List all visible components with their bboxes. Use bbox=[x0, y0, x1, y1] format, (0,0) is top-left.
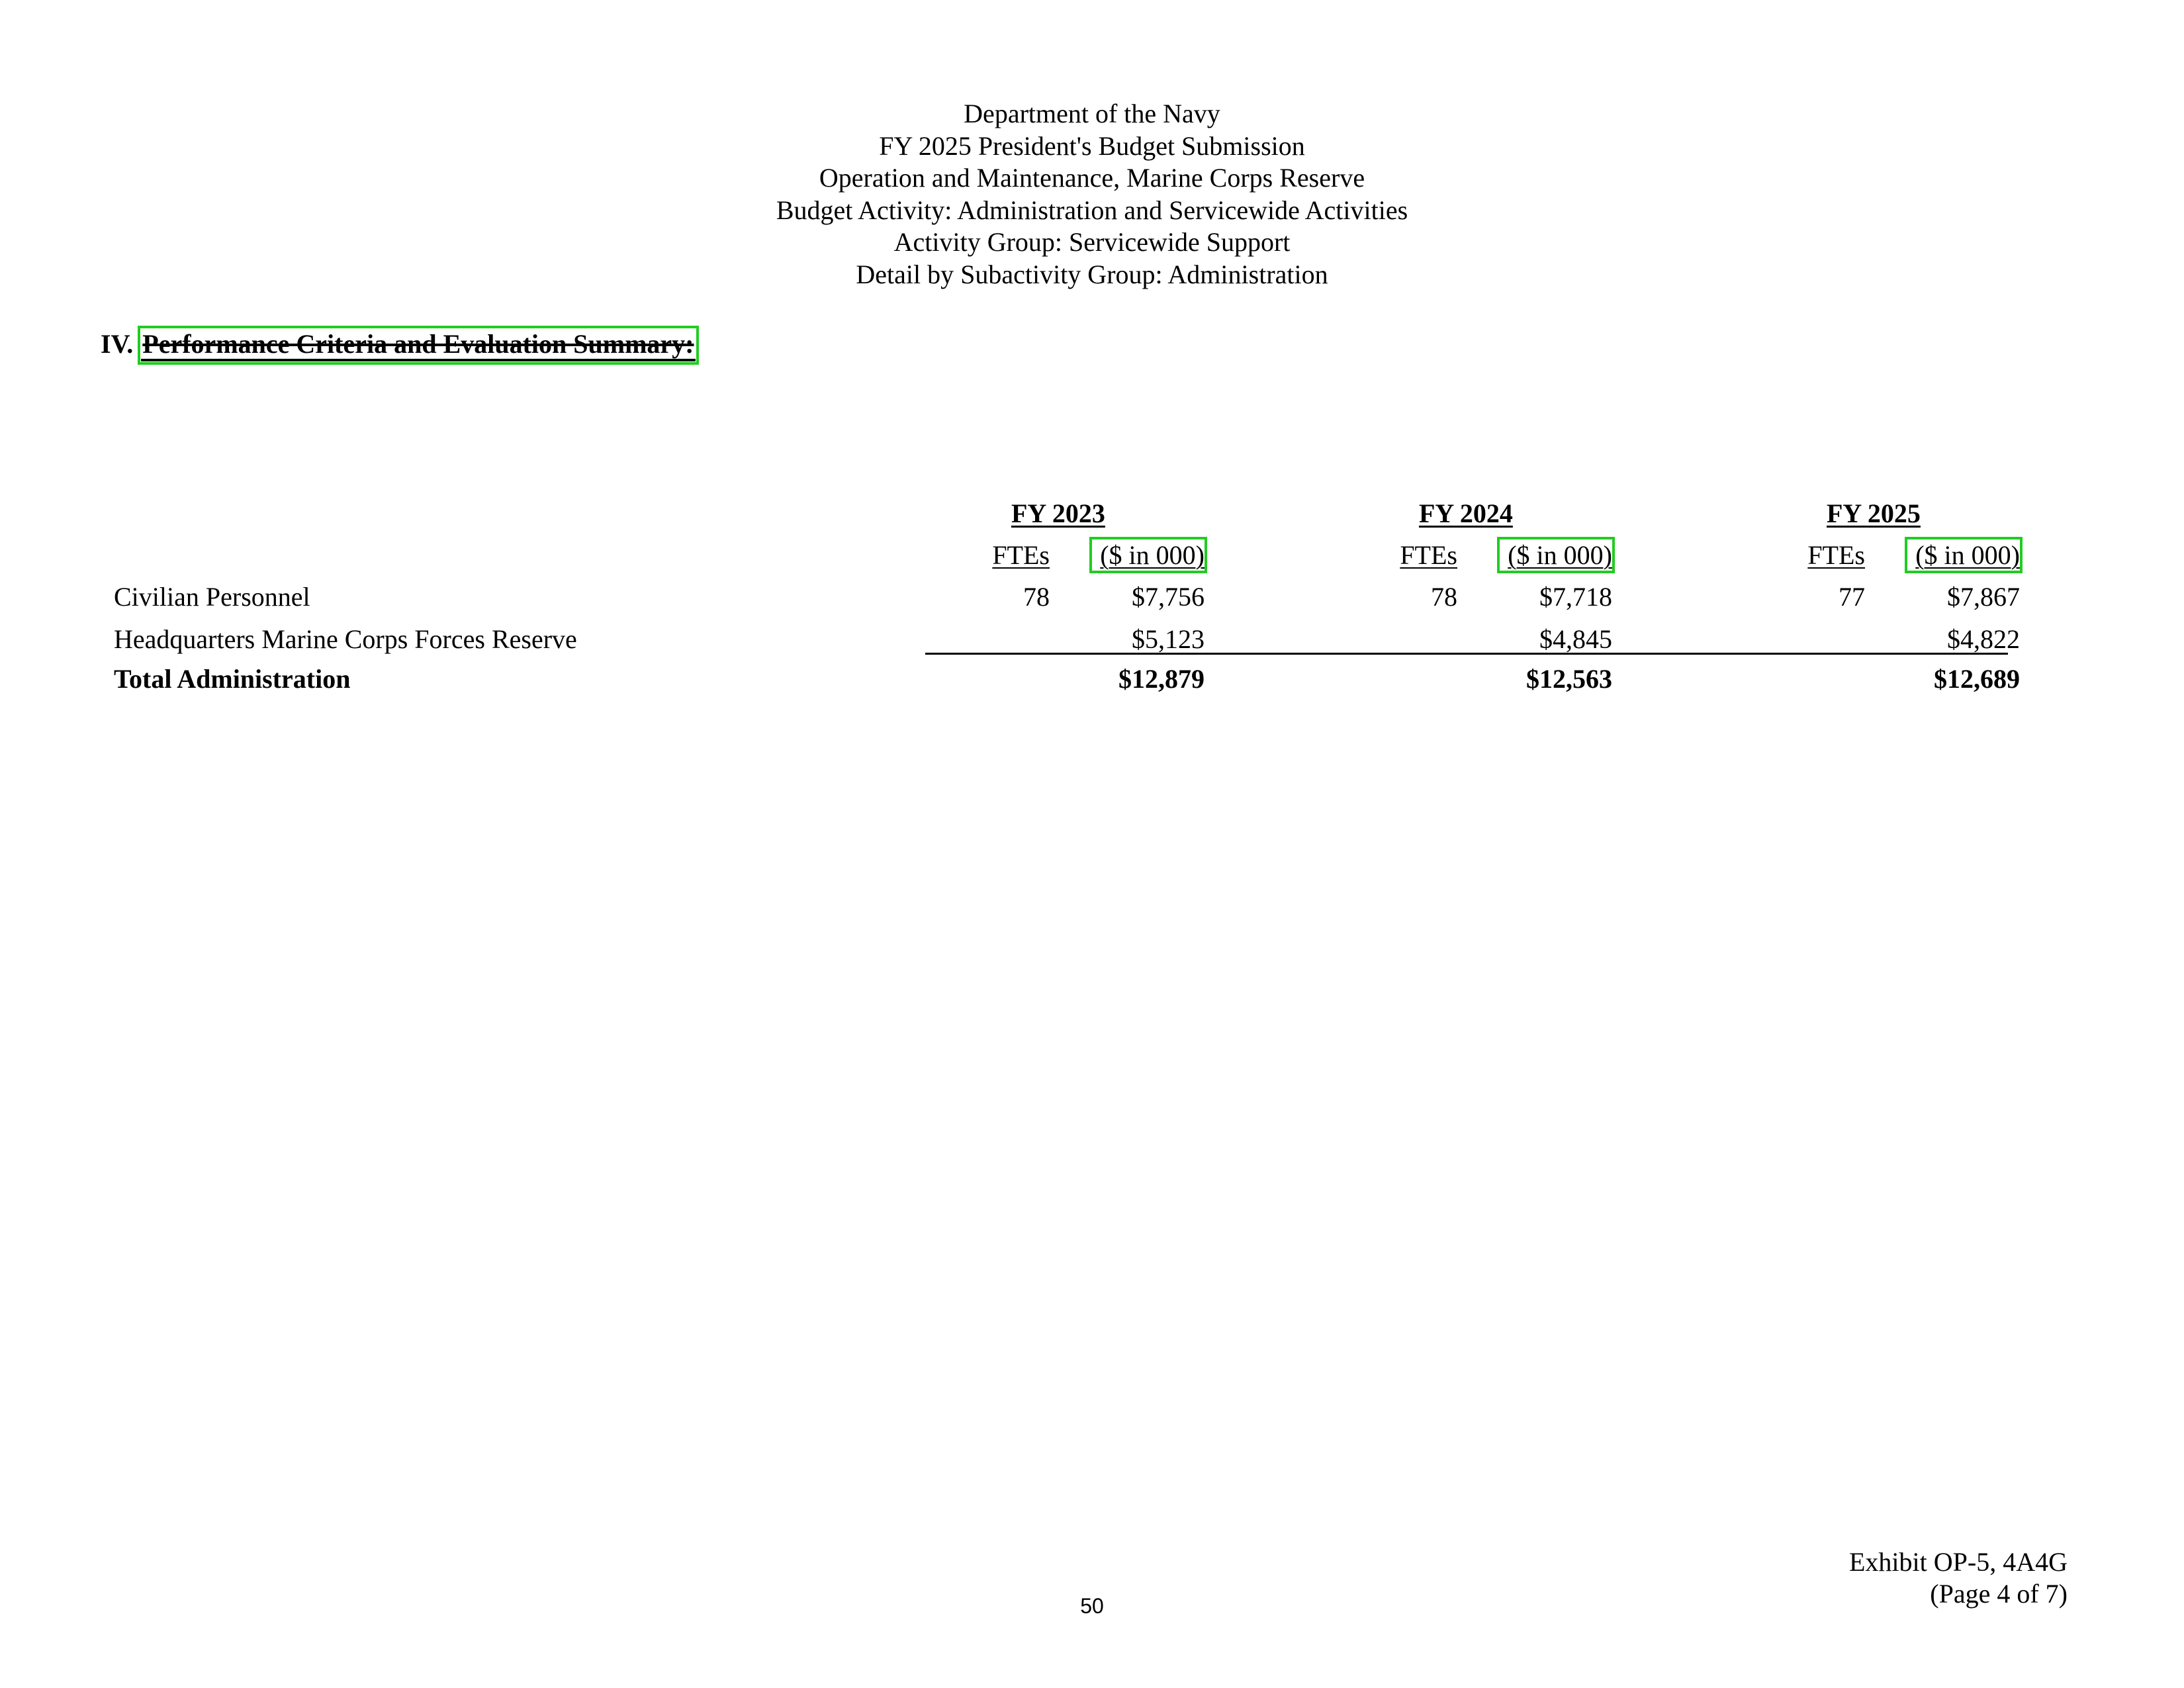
header-line-appropriation: Operation and Maintenance, Marine Corps … bbox=[819, 163, 1365, 193]
cell-total-fy2024: $12,563 bbox=[1526, 664, 1612, 694]
cell-headquarters-dollars-fy2024: $4,845 bbox=[1539, 624, 1612, 654]
section-title-label: Performance Criteria and Evaluation Summ… bbox=[138, 326, 699, 365]
header-line-submission: FY 2025 President's Budget Submission bbox=[879, 130, 1305, 161]
document-header: Department of the Navy FY 2025 President… bbox=[0, 98, 2184, 291]
subheader-dollars-fy2023: ($ in 000) bbox=[1089, 537, 1207, 573]
row-label-headquarters: Headquarters Marine Corps Forces Reserve bbox=[114, 624, 577, 654]
header-line-budget-activity: Budget Activity: Administration and Serv… bbox=[776, 195, 1408, 225]
row-label-civilian-personnel: Civilian Personnel bbox=[114, 582, 310, 612]
page-number: 50 bbox=[1080, 1594, 1104, 1618]
cell-total-fy2025: $12,689 bbox=[1934, 664, 2020, 694]
subheader-ftes-fy2025: FTEs bbox=[1807, 540, 1865, 570]
cell-headquarters-dollars-fy2025: $4,822 bbox=[1947, 624, 2020, 654]
subheader-ftes-fy2024: FTEs bbox=[1400, 540, 1457, 570]
section-number: IV. bbox=[101, 329, 134, 359]
cell-total-fy2023: $12,879 bbox=[1118, 664, 1205, 694]
year-header-fy2023: FY 2023 bbox=[1011, 498, 1105, 528]
subheader-dollars-fy2024: ($ in 000) bbox=[1497, 537, 1615, 573]
subheader-dollars-fy2025: ($ in 000) bbox=[1905, 537, 2023, 573]
total-divider bbox=[925, 653, 2008, 655]
exhibit-label: Exhibit OP-5, 4A4G (Page 4 of 7) bbox=[1849, 1546, 2068, 1610]
cell-civilian-ftes-fy2025: 77 bbox=[1839, 582, 1865, 612]
cell-civilian-ftes-fy2024: 78 bbox=[1431, 582, 1457, 612]
section-title: IV. Performance Criteria and Evaluation S… bbox=[101, 326, 699, 365]
exhibit-id: Exhibit OP-5, 4A4G bbox=[1849, 1547, 2068, 1577]
year-header-fy2025: FY 2025 bbox=[1827, 498, 1921, 528]
year-header-fy2024: FY 2024 bbox=[1419, 498, 1513, 528]
cell-civilian-dollars-fy2024: $7,718 bbox=[1539, 582, 1612, 612]
subheader-ftes-fy2023: FTEs bbox=[992, 540, 1050, 570]
cell-civilian-dollars-fy2023: $7,756 bbox=[1132, 582, 1205, 612]
exhibit-page-of: (Page 4 of 7) bbox=[1930, 1579, 2068, 1609]
header-line-subactivity: Detail by Subactivity Group: Administrat… bbox=[856, 259, 1328, 289]
cell-civilian-ftes-fy2023: 78 bbox=[1023, 582, 1050, 612]
header-line-activity-group: Activity Group: Servicewide Support bbox=[893, 227, 1291, 257]
cell-headquarters-dollars-fy2023: $5,123 bbox=[1132, 624, 1205, 654]
header-line-department: Department of the Navy bbox=[964, 99, 1220, 128]
row-label-total-administration: Total Administration bbox=[114, 664, 351, 694]
cell-civilian-dollars-fy2025: $7,867 bbox=[1947, 582, 2020, 612]
